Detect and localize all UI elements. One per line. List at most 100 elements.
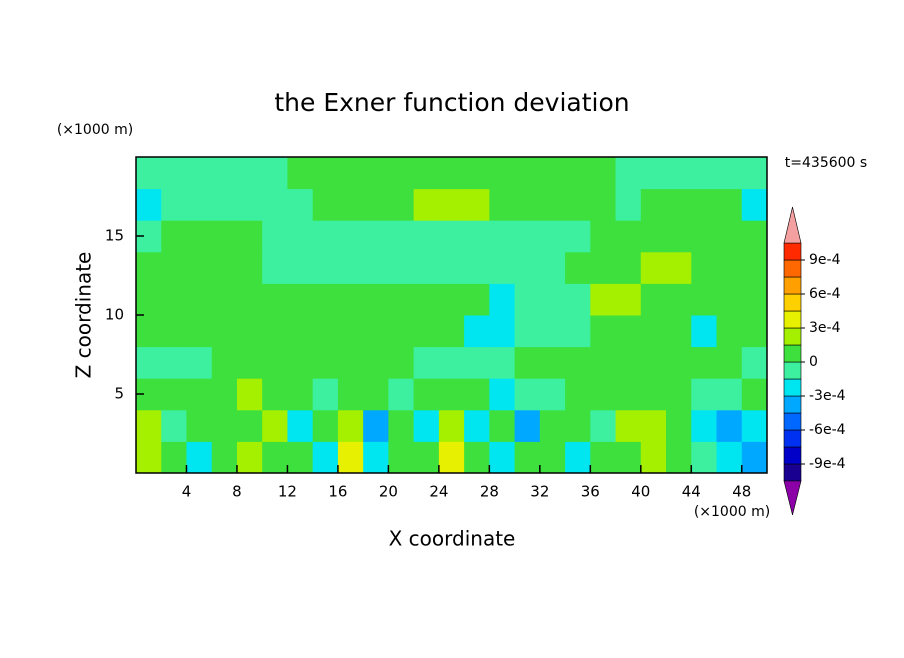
contour-cell xyxy=(741,157,768,190)
contour-cell xyxy=(438,220,465,253)
contour-cell xyxy=(565,441,591,474)
contour-cell xyxy=(489,378,516,411)
x-tick-label: 40 xyxy=(631,483,650,501)
contour-cell xyxy=(186,188,213,221)
contour-cell xyxy=(489,441,516,474)
contour-cell xyxy=(438,315,465,348)
contour-cell xyxy=(363,251,389,284)
contour-cell xyxy=(514,441,541,474)
contour-cell xyxy=(186,157,213,190)
contour-cell xyxy=(615,315,642,348)
contour-cell xyxy=(211,378,238,411)
colorbar-tick-label: -9e-4 xyxy=(809,456,846,472)
contour-cell xyxy=(312,441,339,474)
contour-cell xyxy=(413,283,440,316)
contour-cell xyxy=(590,441,617,474)
contour-cell xyxy=(186,220,213,253)
contour-cell xyxy=(161,220,187,253)
contour-cell xyxy=(514,283,541,316)
contour-cell xyxy=(186,283,213,316)
contour-cell xyxy=(539,251,566,284)
contour-cell xyxy=(590,283,617,316)
contour-cell xyxy=(287,441,314,474)
contour-cell xyxy=(388,378,415,411)
x-tick-label: 8 xyxy=(232,483,242,501)
contour-cell xyxy=(716,378,743,411)
contour-cell xyxy=(312,409,339,442)
colorbar-box xyxy=(783,395,802,414)
contour-cell xyxy=(640,283,667,316)
colorbar-box xyxy=(783,327,802,346)
contour-cell xyxy=(211,346,238,379)
contour-cell xyxy=(388,251,415,284)
contour-cell xyxy=(413,220,440,253)
contour-cell xyxy=(716,188,743,221)
contour-cell xyxy=(262,157,288,190)
contour-cell xyxy=(666,346,692,379)
x-tick-label: 36 xyxy=(581,483,600,501)
contour-cell xyxy=(287,188,314,221)
contour-cell xyxy=(565,378,591,411)
contour-cell xyxy=(236,409,263,442)
contour-cell xyxy=(590,157,617,190)
contour-cell xyxy=(388,283,415,316)
contour-cell xyxy=(211,251,238,284)
contour-cell xyxy=(615,188,642,221)
contour-cell xyxy=(388,157,415,190)
contour-cell xyxy=(211,409,238,442)
contour-cell xyxy=(413,409,440,442)
contour-cell xyxy=(262,220,288,253)
contour-cell xyxy=(287,220,314,253)
contour-cell xyxy=(514,188,541,221)
contour-cell xyxy=(236,315,263,348)
contour-cell xyxy=(438,441,465,474)
contour-cell xyxy=(691,378,718,411)
contour-cell xyxy=(211,283,238,316)
contour-cell xyxy=(590,409,617,442)
contour-cell xyxy=(312,378,339,411)
contour-cell xyxy=(565,346,591,379)
contour-cell xyxy=(211,157,238,190)
contour-cell xyxy=(741,251,768,284)
contour-cell xyxy=(716,346,743,379)
contour-cell xyxy=(438,157,465,190)
colorbar-tick-label: 3e-4 xyxy=(809,320,841,336)
contour-cell xyxy=(666,441,692,474)
colorbar-box xyxy=(783,259,802,278)
contour-cell xyxy=(489,157,516,190)
contour-cell xyxy=(262,315,288,348)
contour-cell xyxy=(312,220,339,253)
x-axis-label: X coordinate xyxy=(389,527,516,551)
contour-cell xyxy=(438,188,465,221)
contour-cell xyxy=(312,188,339,221)
contour-cell xyxy=(464,188,490,221)
contour-cell xyxy=(691,188,718,221)
colorbar-tick-label: 6e-4 xyxy=(809,286,841,302)
contour-cell xyxy=(464,220,490,253)
contour-cell xyxy=(741,378,768,411)
contour-cell xyxy=(136,346,162,379)
overlay: 4 8 12 16 20 24 28 32 36 40 44 48510159e-46e-43e-40… xyxy=(105,156,846,516)
contour-cell xyxy=(464,283,490,316)
contour-cell xyxy=(413,441,440,474)
contour-cell xyxy=(262,346,288,379)
colorbar-box xyxy=(783,463,802,482)
contour-cell xyxy=(514,220,541,253)
contour-cell xyxy=(539,220,566,253)
y-tick-label: 15 xyxy=(105,227,124,245)
contour-cell xyxy=(489,409,516,442)
contour-cell xyxy=(539,157,566,190)
contour-cell xyxy=(186,346,213,379)
contour-cell xyxy=(211,188,238,221)
contour-cell xyxy=(161,157,187,190)
colorbar-box xyxy=(783,412,802,431)
contour-cell xyxy=(236,220,263,253)
contour-cell xyxy=(236,283,263,316)
contour-cell xyxy=(438,251,465,284)
contour-cell xyxy=(312,315,339,348)
contour-cell xyxy=(337,157,364,190)
contour-cell xyxy=(337,346,364,379)
contour-cell xyxy=(741,441,768,474)
contour-cell xyxy=(590,378,617,411)
x-tick-label: 32 xyxy=(530,483,549,501)
